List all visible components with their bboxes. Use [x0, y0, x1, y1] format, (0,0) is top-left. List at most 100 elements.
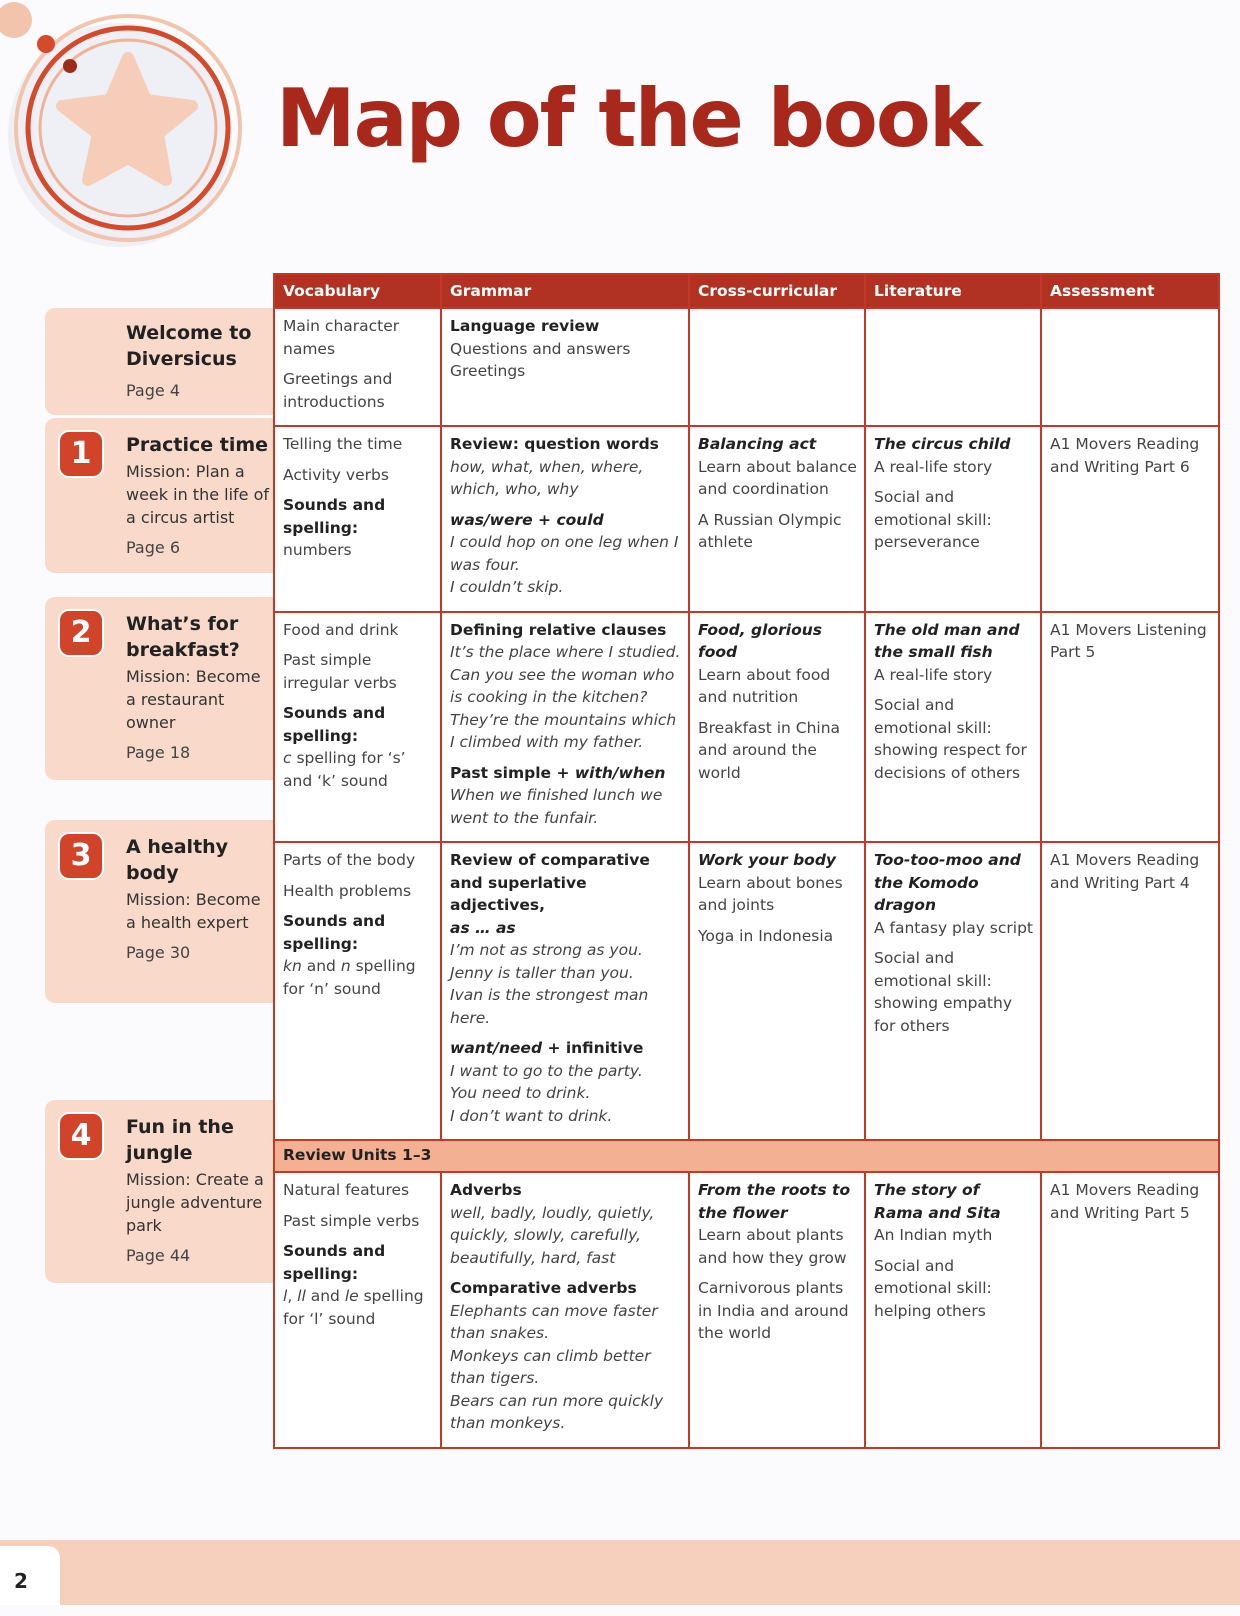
cell-line: Learn about plants and how they grow [698, 1224, 857, 1269]
cell-vocabulary: Main character names Greetings and introd… [273, 307, 442, 427]
cell-item: Activity verbs [283, 464, 433, 487]
cell-line: Social and emotional skill: helping othe… [874, 1255, 1033, 1323]
unit-title: What’s for breakfast? [126, 613, 240, 661]
cell-item: Review of comparative and superlative ad… [450, 849, 681, 1029]
cell-line: The circus child [874, 433, 1033, 456]
cell-line: Natural features [283, 1179, 433, 1202]
cell-line: I could hop on one leg when I was four. [450, 531, 681, 576]
text-segment: The circus child [874, 435, 1011, 453]
text-segment: Too-too-moo and the Komodo dragon [874, 851, 1021, 914]
cell-item: Natural features [283, 1179, 433, 1202]
cell-line: Too-too-moo and the Komodo dragon [874, 849, 1033, 917]
unit-mission: Mission: Create a jungle adventure park [126, 1170, 264, 1235]
unit-number-badge: 3 [60, 834, 102, 878]
cell-line: I’m not as strong as you. [450, 939, 681, 962]
unit-mission: Mission: Plan a week in the life of a ci… [126, 462, 270, 527]
text-segment: Social and emotional skill: perseverance [874, 488, 992, 551]
unit-number-badge: 1 [60, 432, 102, 476]
cell-item: was/were + could I could hop on one leg w… [450, 509, 681, 599]
cell-item: Language review Questions and answers Gree… [450, 315, 681, 383]
cell-line: You need to drink. [450, 1082, 681, 1105]
cell-item: Comparative adverbs Elephants can move fa… [450, 1277, 681, 1435]
cell-line: Health problems [283, 880, 433, 903]
cell-item: The story of Rama and Sita An Indian myth [874, 1179, 1033, 1247]
cell-item: Telling the time [283, 433, 433, 456]
cell-line: The old man and the small fish [874, 619, 1033, 664]
unit-tab: 3 A healthy body Mission: Become a health … [45, 820, 273, 1003]
table-row: Main character names Greetings and introd… [273, 307, 1220, 427]
text-segment: and [305, 1287, 345, 1305]
text-segment: c [283, 749, 292, 767]
text-segment: le [344, 1287, 359, 1305]
cell-line: Carnivorous plants in India and around t… [698, 1277, 857, 1345]
table-header-row: Vocabulary Grammar Cross-curricular Lite… [273, 273, 1220, 309]
cell-line: Greetings and introductions [283, 368, 433, 413]
cell-line: was/were + could [450, 509, 681, 532]
text-segment: Can you see the woman who is cooking in … [450, 665, 675, 707]
text-segment: could [556, 510, 604, 529]
cell-assessment: A1 Movers Listening Part 5 [1040, 610, 1220, 843]
text-segment: Past simple + [450, 763, 575, 782]
unit-title: Practice time [126, 434, 269, 456]
text-segment: Natural features [283, 1181, 410, 1199]
cell-line: Sounds and spelling: [283, 910, 433, 955]
cell-line: A fantasy play script [874, 917, 1033, 940]
text-segment: ll [297, 1287, 306, 1305]
cell-line: A real-life story [874, 456, 1033, 479]
cell-line: Bears can run more quickly than monkeys. [450, 1390, 681, 1435]
column-header-assessment: Assessment [1040, 273, 1220, 309]
cell-line: Greetings [450, 360, 681, 383]
cell-item: A1 Movers Listening Part 5 [1050, 619, 1211, 664]
cell-line: I couldn’t skip. [450, 576, 681, 599]
text-segment: Comparative adverbs [450, 1279, 637, 1297]
cell-item: Greetings and introductions [283, 368, 433, 413]
text-segment: Health problems [283, 881, 412, 900]
text-segment: I could hop on one leg when I was four. [450, 533, 679, 574]
cell-line: It’s the place where I studied. [450, 641, 681, 664]
unit-page: Page 18 [126, 743, 191, 762]
text-segment: Sounds and spelling: [283, 704, 386, 745]
cell-assessment: A1 Movers Reading and Writing Part 6 [1040, 425, 1220, 613]
cell-line: Past simple irregular verbs [283, 649, 433, 694]
text-segment: n [340, 957, 351, 975]
text-segment: A fantasy play script [874, 918, 1033, 937]
cell-item: Sounds and spelling: numbers [283, 494, 433, 562]
cell-line: Adverbs [450, 1179, 681, 1202]
text-segment: A1 Movers Reading and Writing Part 4 [1050, 851, 1200, 892]
review-row: Review Units 1–3 [273, 1139, 1220, 1173]
text-segment: l [283, 1287, 288, 1305]
cell-line: Past simple + with/when [450, 762, 681, 785]
text-segment: Past simple irregular verbs [283, 651, 397, 692]
text-segment: I couldn’t skip. [450, 578, 564, 596]
cell-item: Food and drink [283, 619, 433, 642]
cell-line: They’re the mountains which I climbed wi… [450, 709, 681, 754]
cell-item: Social and emotional skill: perseverance [874, 486, 1033, 554]
cell-line: well, badly, loudly, quietly, quickly, s… [450, 1202, 681, 1270]
text-segment: Work your body [698, 851, 837, 869]
unit-number-badge: 2 [60, 611, 102, 655]
cell-line: Work your body [698, 849, 857, 872]
cell-line: Review: question words [450, 433, 681, 456]
cell-cross-curricular: From the roots to the flower Learn about … [688, 1171, 866, 1449]
cell-line: Social and emotional skill: perseverance [874, 486, 1033, 554]
cell-cross-curricular [688, 307, 866, 427]
cell-line: A1 Movers Reading and Writing Part 4 [1050, 849, 1211, 894]
cell-assessment: A1 Movers Reading and Writing Part 5 [1040, 1171, 1220, 1449]
cell-item: From the roots to the flower Learn about … [698, 1179, 857, 1269]
text-segment: Adverbs [450, 1181, 522, 1199]
text-segment: Monkeys can climb better than tigers. [450, 1346, 651, 1388]
cell-line: From the roots to the flower [698, 1179, 857, 1224]
cell-line: kn and n spelling for ‘n’ sound [283, 955, 433, 1000]
cell-item: Too-too-moo and the Komodo dragon A fanta… [874, 849, 1033, 939]
cell-item: Breakfast in China and around the world [698, 717, 857, 785]
text-segment: + [532, 510, 557, 529]
text-segment: Jenny is taller than you. [450, 963, 634, 982]
text-segment: Defining relative clauses [450, 620, 667, 639]
cell-vocabulary: Telling the time Activity verbs Sounds and… [273, 425, 442, 613]
text-segment: spelling for ‘s’ and ‘k’ sound [283, 749, 406, 790]
text-segment: It’s the place where I studied. [450, 643, 681, 661]
unit-page: Page 6 [126, 538, 180, 557]
cell-line: A Russian Olympic athlete [698, 509, 857, 554]
unit-title: Welcome to Diversicus [126, 322, 252, 370]
cell-line: Food, glorious food [698, 619, 857, 664]
